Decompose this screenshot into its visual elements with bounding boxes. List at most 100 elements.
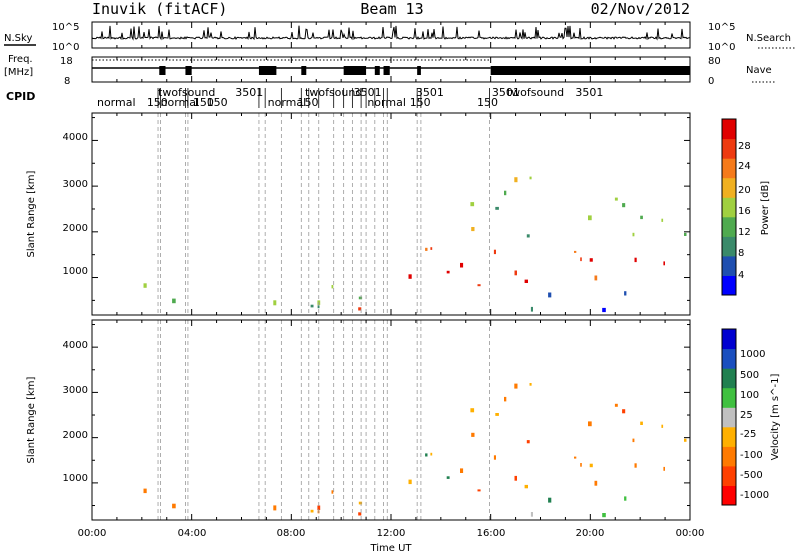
velocity-cell [661,424,664,428]
vel-cb-tick-minus1000: -1000 [740,490,769,501]
velocity-cell [548,497,552,503]
velocity-cell [172,503,176,509]
velocity-cell [624,496,627,501]
cpid-label: CPID [6,90,35,103]
power-cell [529,176,532,180]
power-cb-tick-16: 16 [738,206,751,217]
power-cell [425,247,428,251]
freq-band [490,66,690,75]
freq-block [159,66,166,75]
velocity-colorbar-band [722,387,736,408]
power-cell [430,247,433,250]
x-tick-2000: 20:00 [576,528,605,539]
velocity-cell [317,505,321,510]
power-cell [331,285,334,289]
nave-tick-top: 80 [708,56,721,67]
power-cell [495,206,499,210]
power-cell [574,250,577,253]
vel-cb-tick-minus100: -100 [740,450,763,461]
velocity-colorbar-band [722,465,736,486]
power-cell [622,203,626,208]
power-cell [530,306,533,312]
cpid-name: 3501 [416,86,444,99]
velocity-cell [358,512,362,516]
freq-label-line2: [MHz] [4,67,33,78]
velocity-cell [446,476,450,479]
velocity-cell [514,475,517,481]
power-colorbar-band [722,158,736,179]
vel-cb-tick-minus25: -25 [740,429,756,440]
power-cell [684,232,687,236]
power-cell [524,279,528,283]
noise-right-tick-bottom: 10^0 [708,42,735,53]
velocity-cell [589,463,593,468]
velocity-cell [594,480,598,486]
power-cb-tick-4: 4 [738,270,744,281]
vel-cb-tick-100: 100 [740,390,759,401]
cpid-name: 3501 [354,86,382,99]
velocity-cell [408,479,412,485]
velocity-cell [529,383,532,386]
cpid-name: normal [268,96,307,109]
cpid-name: 150 [410,96,431,109]
power-colorbar-band [722,216,736,237]
freq-tick-top: 18 [60,56,73,67]
power-ytick-2000: 2000 [63,223,88,234]
velocity-cell [477,489,481,492]
power-cell [514,270,517,276]
velocity-cell [460,468,464,473]
cpid-name: 3501 [235,86,263,99]
velocity-cell [640,421,643,425]
velocity-cell [143,488,147,494]
power-cell [514,177,518,183]
freq-block [383,66,390,75]
velocity-ytick-1000: 1000 [63,473,88,484]
velocity-cell [526,440,530,444]
power-cb-tick-28: 28 [738,141,751,152]
cpid-name: 3501 [575,86,603,99]
velocity-cell [310,509,314,513]
velocity-cell [358,501,363,505]
date-title: 02/Nov/2012 [591,0,690,18]
power-cb-tick-24: 24 [738,161,751,172]
power-cb-label: Power [dB] [760,181,771,236]
velocity-colorbar-band [722,426,736,447]
velocity-cell [614,403,618,407]
vel-cb-tick-1000: 1000 [740,349,765,360]
x-tick-2400: 00:00 [676,528,705,539]
vel-cb-tick-500: 500 [740,370,759,381]
velocity-cell [580,463,582,467]
power-cell [548,292,552,298]
freq-block [343,66,367,75]
velocity-cell [663,466,665,471]
velocity-cell [471,432,475,437]
vel-cb-tick-minus500: -500 [740,470,763,481]
velocity-ylabel: Slant Range [km] [26,376,37,463]
power-cell [471,227,475,232]
velocity-colorbar-band [722,407,736,428]
noise-trace [91,25,690,41]
velocity-cell [470,408,475,413]
velocity-cell [530,512,533,517]
power-cell [358,296,363,300]
velocity-colorbar-band [722,485,736,506]
velocity-cell [331,490,334,494]
power-cell [358,307,362,311]
cpid-name: twofsound [507,86,564,99]
velocity-cell [602,513,606,518]
freq-block [374,66,380,75]
power-cell [143,283,147,288]
velocity-cell [634,463,637,468]
velocity-colorbar-band [722,368,736,389]
power-cell [634,257,637,263]
power-cell [317,305,320,309]
beam-title: Beam 13 [360,0,423,18]
power-cell [504,190,507,196]
x-tick-1600: 16:00 [477,528,506,539]
power-ytick-1000: 1000 [63,266,88,277]
freq-label-line1: Freq. [8,54,33,65]
power-cell [273,300,277,306]
velocity-colorbar-band [722,348,736,369]
cpid-name: twofsound [305,86,362,99]
